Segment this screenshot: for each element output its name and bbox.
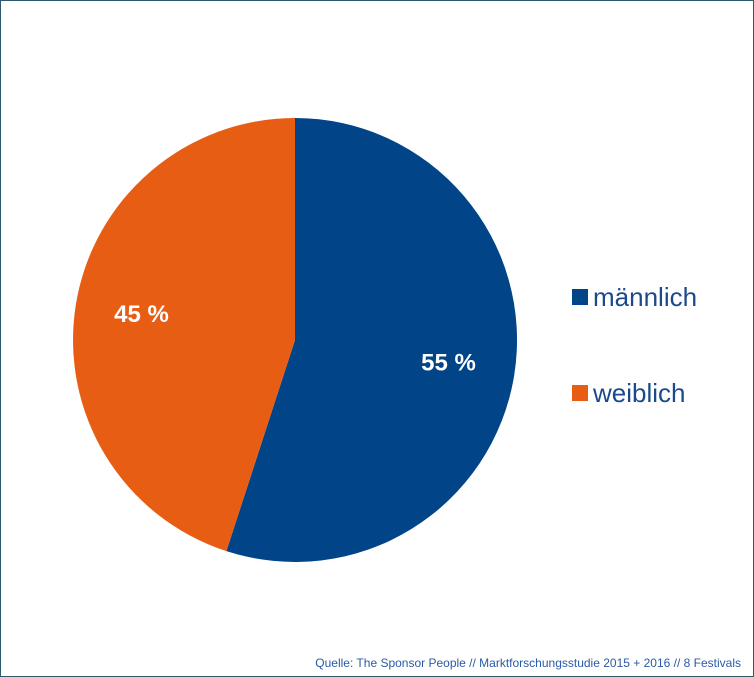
legend: männlich weiblich	[572, 279, 697, 471]
pie-data-labels: 55 % 45 %	[114, 301, 476, 377]
pie-slice-weiblich	[73, 118, 296, 552]
source-note: Quelle: The Sponsor People // Marktforsc…	[315, 656, 741, 670]
legend-swatch-maennlich	[572, 289, 588, 305]
legend-label-maennlich: männlich	[593, 281, 698, 312]
data-label-weiblich: 45 %	[114, 301, 169, 328]
data-label-maennlich: 55 %	[421, 350, 476, 377]
legend-label-weiblich: weiblich	[593, 377, 686, 408]
legend-item-maennlich: männlich	[572, 279, 697, 315]
legend-item-weiblich: weiblich	[572, 375, 697, 411]
pie-slices	[73, 118, 518, 562]
legend-swatch-weiblich	[572, 385, 588, 401]
pie-slice-maennlich	[226, 118, 518, 562]
